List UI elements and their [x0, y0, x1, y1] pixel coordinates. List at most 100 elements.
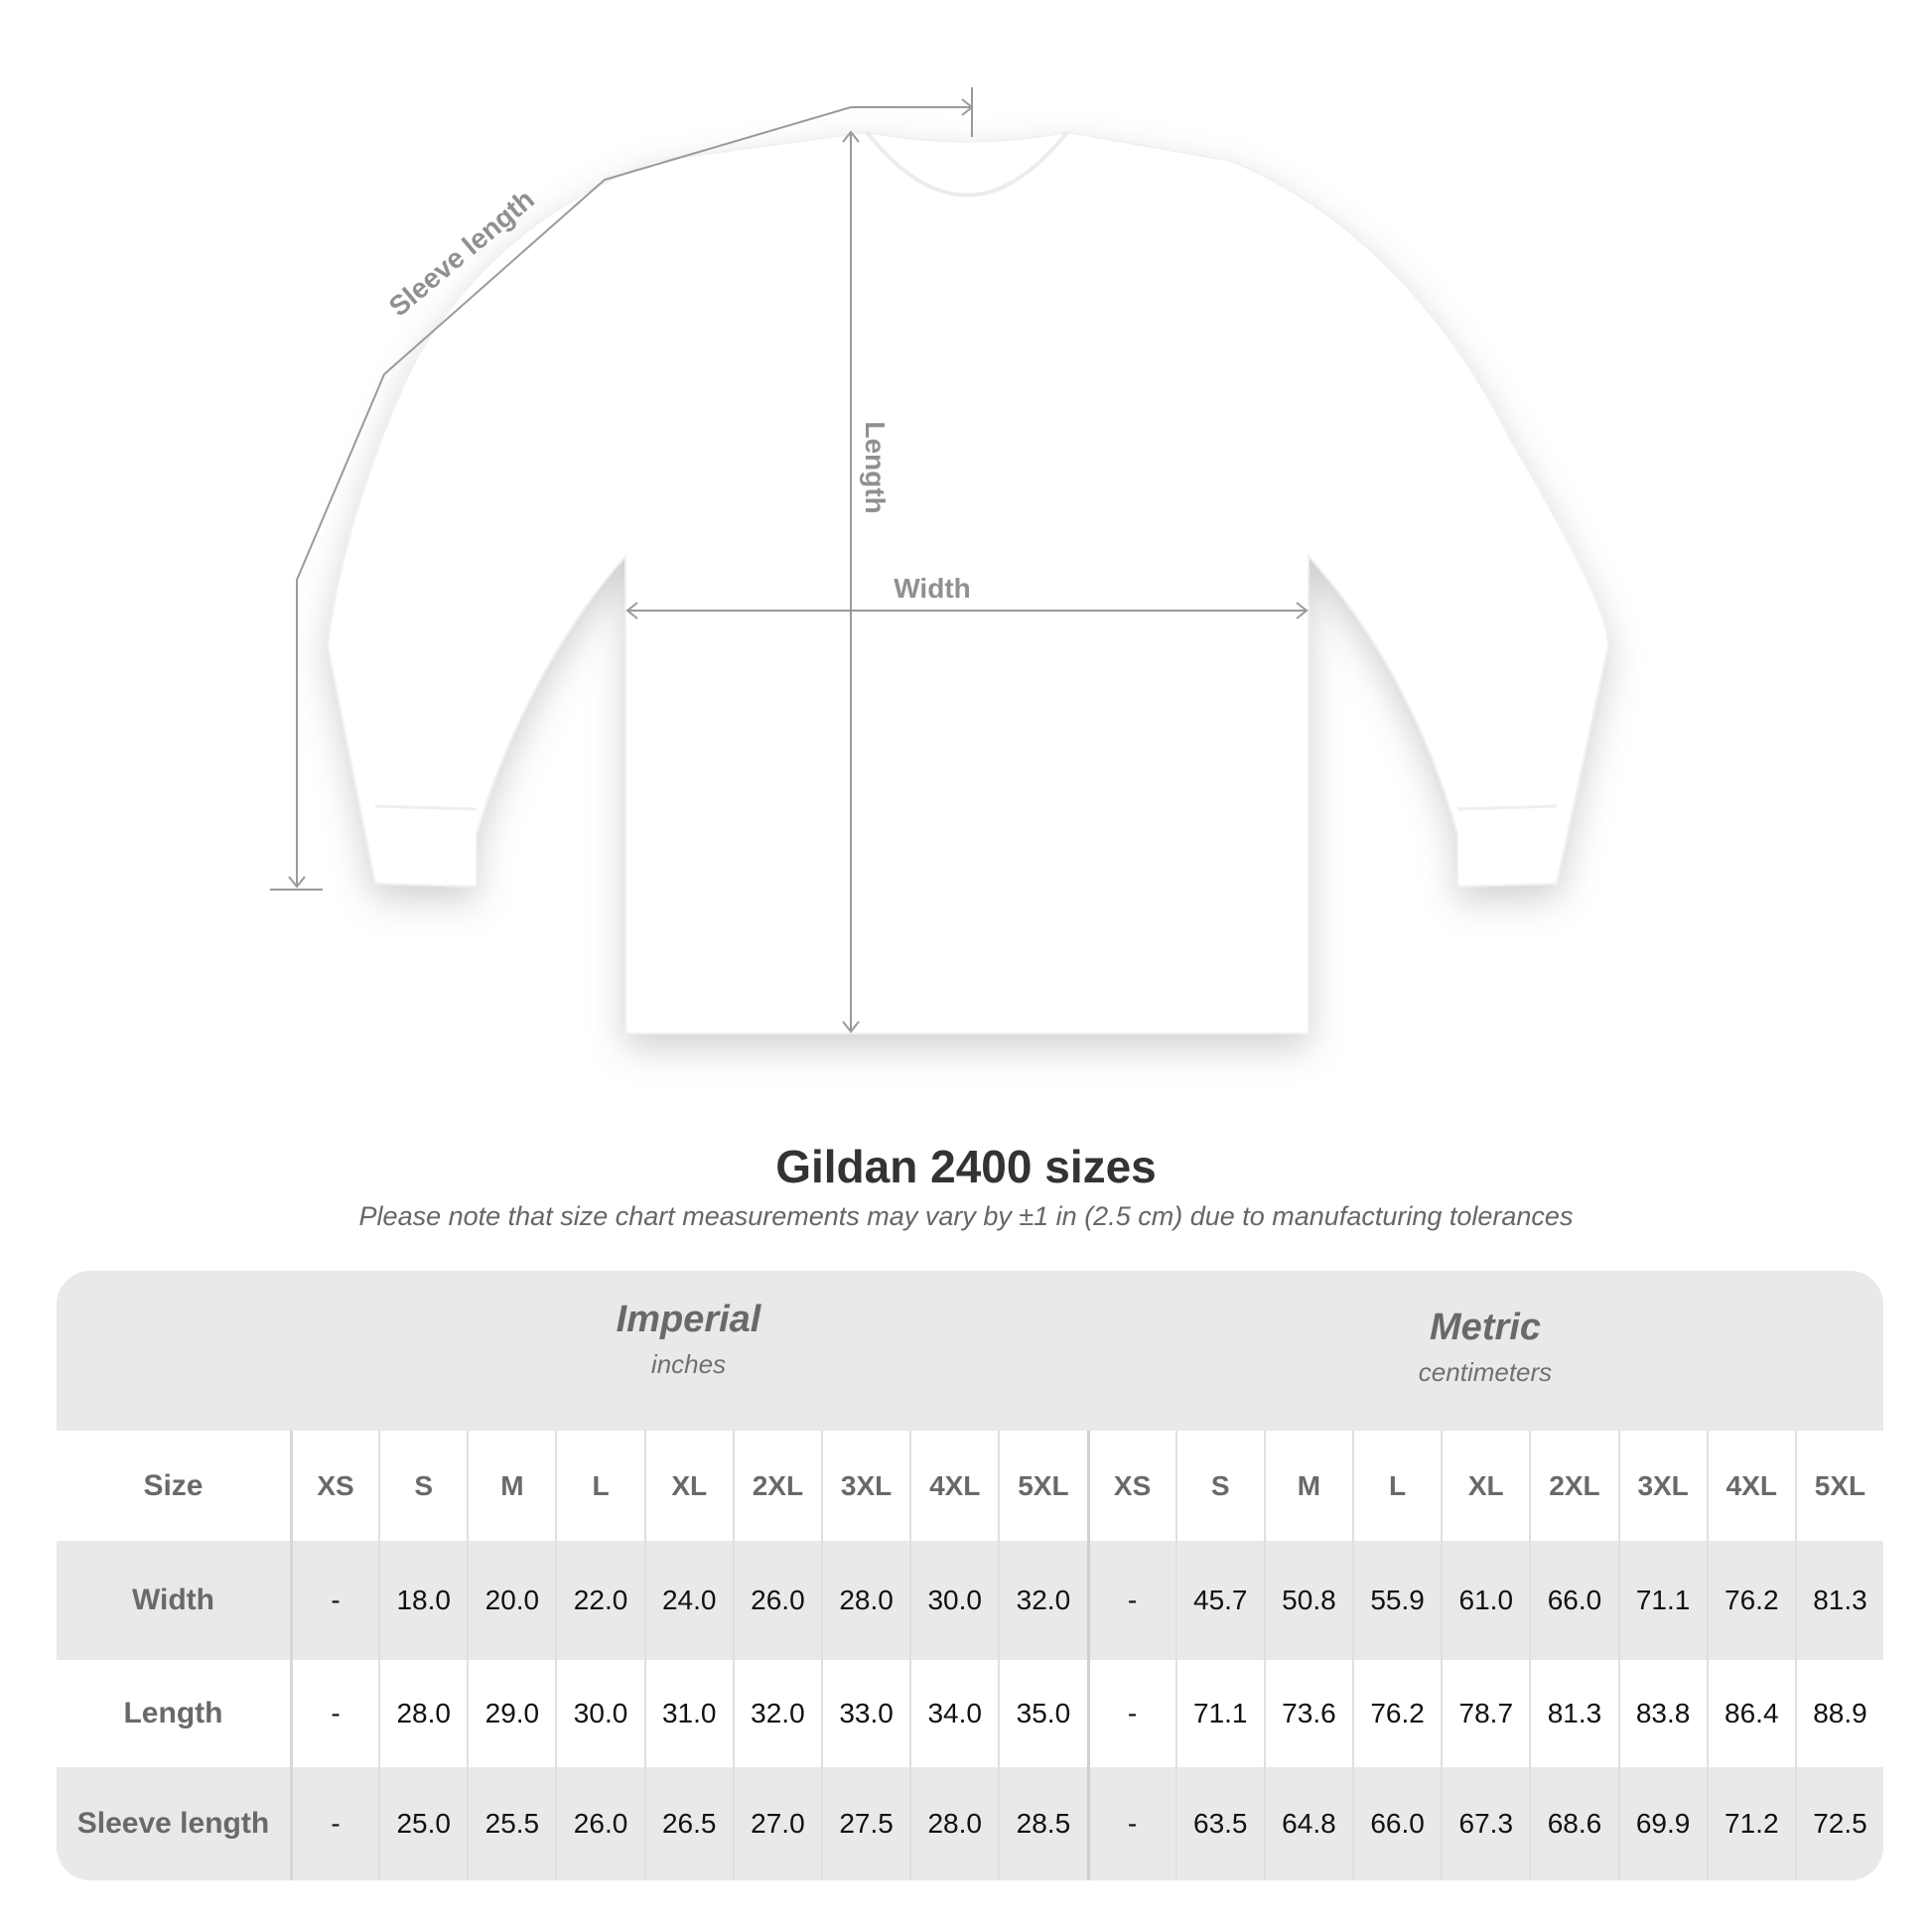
metric-value: 88.9: [1794, 1660, 1883, 1767]
imperial-value: -: [289, 1541, 378, 1660]
imperial-value: 25.5: [467, 1767, 555, 1880]
table-row: Width -18.0 20.0 22.0 24.0 26.0 28.0 30.0 32.0-4…: [57, 1541, 1883, 1660]
imperial-unit: inches: [650, 1349, 727, 1379]
tolerance-note: Please note that size chart measurements…: [358, 1201, 1574, 1231]
imperial-value: 33.0: [820, 1660, 909, 1767]
sleeve-length-line: [296, 106, 972, 887]
metric-size-2xl: 2XL: [1529, 1431, 1617, 1541]
metric-value: 72.5: [1794, 1767, 1883, 1880]
metric-value: 61.0: [1441, 1541, 1529, 1660]
imperial-value: 26.0: [555, 1767, 643, 1880]
metric-size-m: M: [1263, 1431, 1352, 1541]
metric-header: Metric centimeters: [1087, 1307, 1883, 1388]
imperial-size-l: L: [555, 1431, 643, 1541]
row-label: Length: [123, 1697, 223, 1729]
imperial-value: -: [289, 1660, 378, 1767]
left-cuff-seam: [374, 804, 1558, 811]
metric-value: 81.3: [1794, 1541, 1883, 1660]
imperial-value: 26.0: [732, 1541, 821, 1660]
imperial-value: 28.5: [998, 1767, 1086, 1880]
imperial-size-2xl: 2XL: [732, 1431, 821, 1541]
size-label: Size: [143, 1468, 204, 1502]
imperial-value: 22.0: [555, 1541, 643, 1660]
imperial-value: 31.0: [643, 1660, 733, 1767]
imperial-value: 26.5: [643, 1767, 733, 1880]
metric-value: 67.3: [1441, 1767, 1529, 1880]
imperial-value: 32.0: [732, 1660, 821, 1767]
imperial-title: Imperial: [616, 1299, 761, 1340]
imperial-value: 30.0: [909, 1541, 998, 1660]
shirt-diagram: Sleeve length Length Width: [270, 87, 1610, 1035]
imperial-value: 30.0: [555, 1660, 643, 1767]
imperial-size-5xl: 5XL: [998, 1431, 1086, 1541]
metric-size-s: S: [1174, 1431, 1264, 1541]
imperial-size-s: S: [378, 1431, 467, 1541]
imperial-value: 27.0: [732, 1767, 821, 1880]
row-label: Width: [131, 1584, 214, 1616]
metric-value: 73.6: [1263, 1660, 1352, 1767]
width-arrow-left: [625, 602, 638, 620]
metric-value: 71.2: [1706, 1767, 1795, 1880]
metric-value: 71.1: [1617, 1541, 1707, 1660]
metric-value: 68.6: [1529, 1767, 1617, 1880]
sleeve-arrow-top: [961, 98, 974, 116]
metric-title: Metric: [1430, 1307, 1541, 1348]
length-label: Length: [860, 421, 891, 513]
metric-size-4xl: 4XL: [1706, 1431, 1795, 1541]
sleeve-arrow-bottom: [288, 876, 306, 889]
imperial-size-4xl: 4XL: [909, 1431, 998, 1541]
table-row: Length -28.0 29.0 30.0 31.0 32.0 33.0 34.0 35.0-…: [57, 1660, 1883, 1767]
metric-value: -: [1086, 1767, 1175, 1880]
metric-value: 50.8: [1263, 1541, 1352, 1660]
imperial-value: 35.0: [998, 1660, 1086, 1767]
imperial-size-xs: XS: [289, 1431, 378, 1541]
imperial-value: 34.0: [909, 1660, 998, 1767]
imperial-value: 25.0: [378, 1767, 467, 1880]
width-label: Width: [894, 573, 971, 604]
metric-size-xs: XS: [1086, 1431, 1175, 1541]
long-sleeve-shirt: [326, 130, 1610, 1035]
page-title: Gildan 2400 sizes: [775, 1141, 1157, 1192]
metric-value: 55.9: [1352, 1541, 1441, 1660]
row-label: Sleeve length: [76, 1807, 270, 1840]
width-arrow-right: [1296, 602, 1309, 620]
imperial-size-m: M: [467, 1431, 555, 1541]
length-arrow-top: [842, 130, 860, 143]
metric-value: -: [1086, 1541, 1175, 1660]
metric-value: 63.5: [1174, 1767, 1264, 1880]
imperial-value: 20.0: [467, 1541, 555, 1660]
imperial-value: 29.0: [467, 1660, 555, 1767]
imperial-value: 18.0: [378, 1541, 467, 1660]
imperial-size-xl: XL: [643, 1431, 733, 1541]
collar: [865, 130, 1069, 198]
metric-value: 78.7: [1441, 1660, 1529, 1767]
metric-value: 86.4: [1706, 1660, 1795, 1767]
imperial-value: 24.0: [643, 1541, 733, 1660]
imperial-value: 32.0: [998, 1541, 1086, 1660]
metric-value: 66.0: [1529, 1541, 1617, 1660]
metric-value: -: [1086, 1660, 1175, 1767]
metric-size-5xl: 5XL: [1794, 1431, 1883, 1541]
imperial-value: -: [289, 1767, 378, 1880]
imperial-value: 28.0: [820, 1541, 909, 1660]
metric-value: 66.0: [1352, 1767, 1441, 1880]
length-arrow-bottom: [842, 1021, 860, 1034]
metric-value: 81.3: [1529, 1660, 1617, 1767]
imperial-size-3xl: 3XL: [820, 1431, 909, 1541]
metric-size-l: L: [1352, 1431, 1441, 1541]
size-header-row: Size XS S M L XL 2XL 3XL 4XL 5XL XS S M L XL 2XL 3XL 4XL 5…: [57, 1431, 1883, 1541]
metric-value: 64.8: [1263, 1767, 1352, 1880]
metric-value: 83.8: [1617, 1660, 1707, 1767]
metric-size-xl: XL: [1441, 1431, 1529, 1541]
metric-value: 76.2: [1352, 1660, 1441, 1767]
imperial-value: 27.5: [820, 1767, 909, 1880]
metric-value: 69.9: [1617, 1767, 1707, 1880]
imperial-value: 28.0: [378, 1660, 467, 1767]
imperial-header: Imperial inches: [290, 1299, 1087, 1380]
metric-value: 45.7: [1174, 1541, 1264, 1660]
metric-value: 76.2: [1706, 1541, 1795, 1660]
size-table: Imperial inches Metric centimeters Size X…: [57, 1271, 1883, 1880]
metric-value: 71.1: [1174, 1660, 1264, 1767]
table-row: Sleeve length -25.0 25.5 26.0 26.5 27.0 27.5 28…: [57, 1767, 1883, 1880]
metric-size-3xl: 3XL: [1617, 1431, 1707, 1541]
